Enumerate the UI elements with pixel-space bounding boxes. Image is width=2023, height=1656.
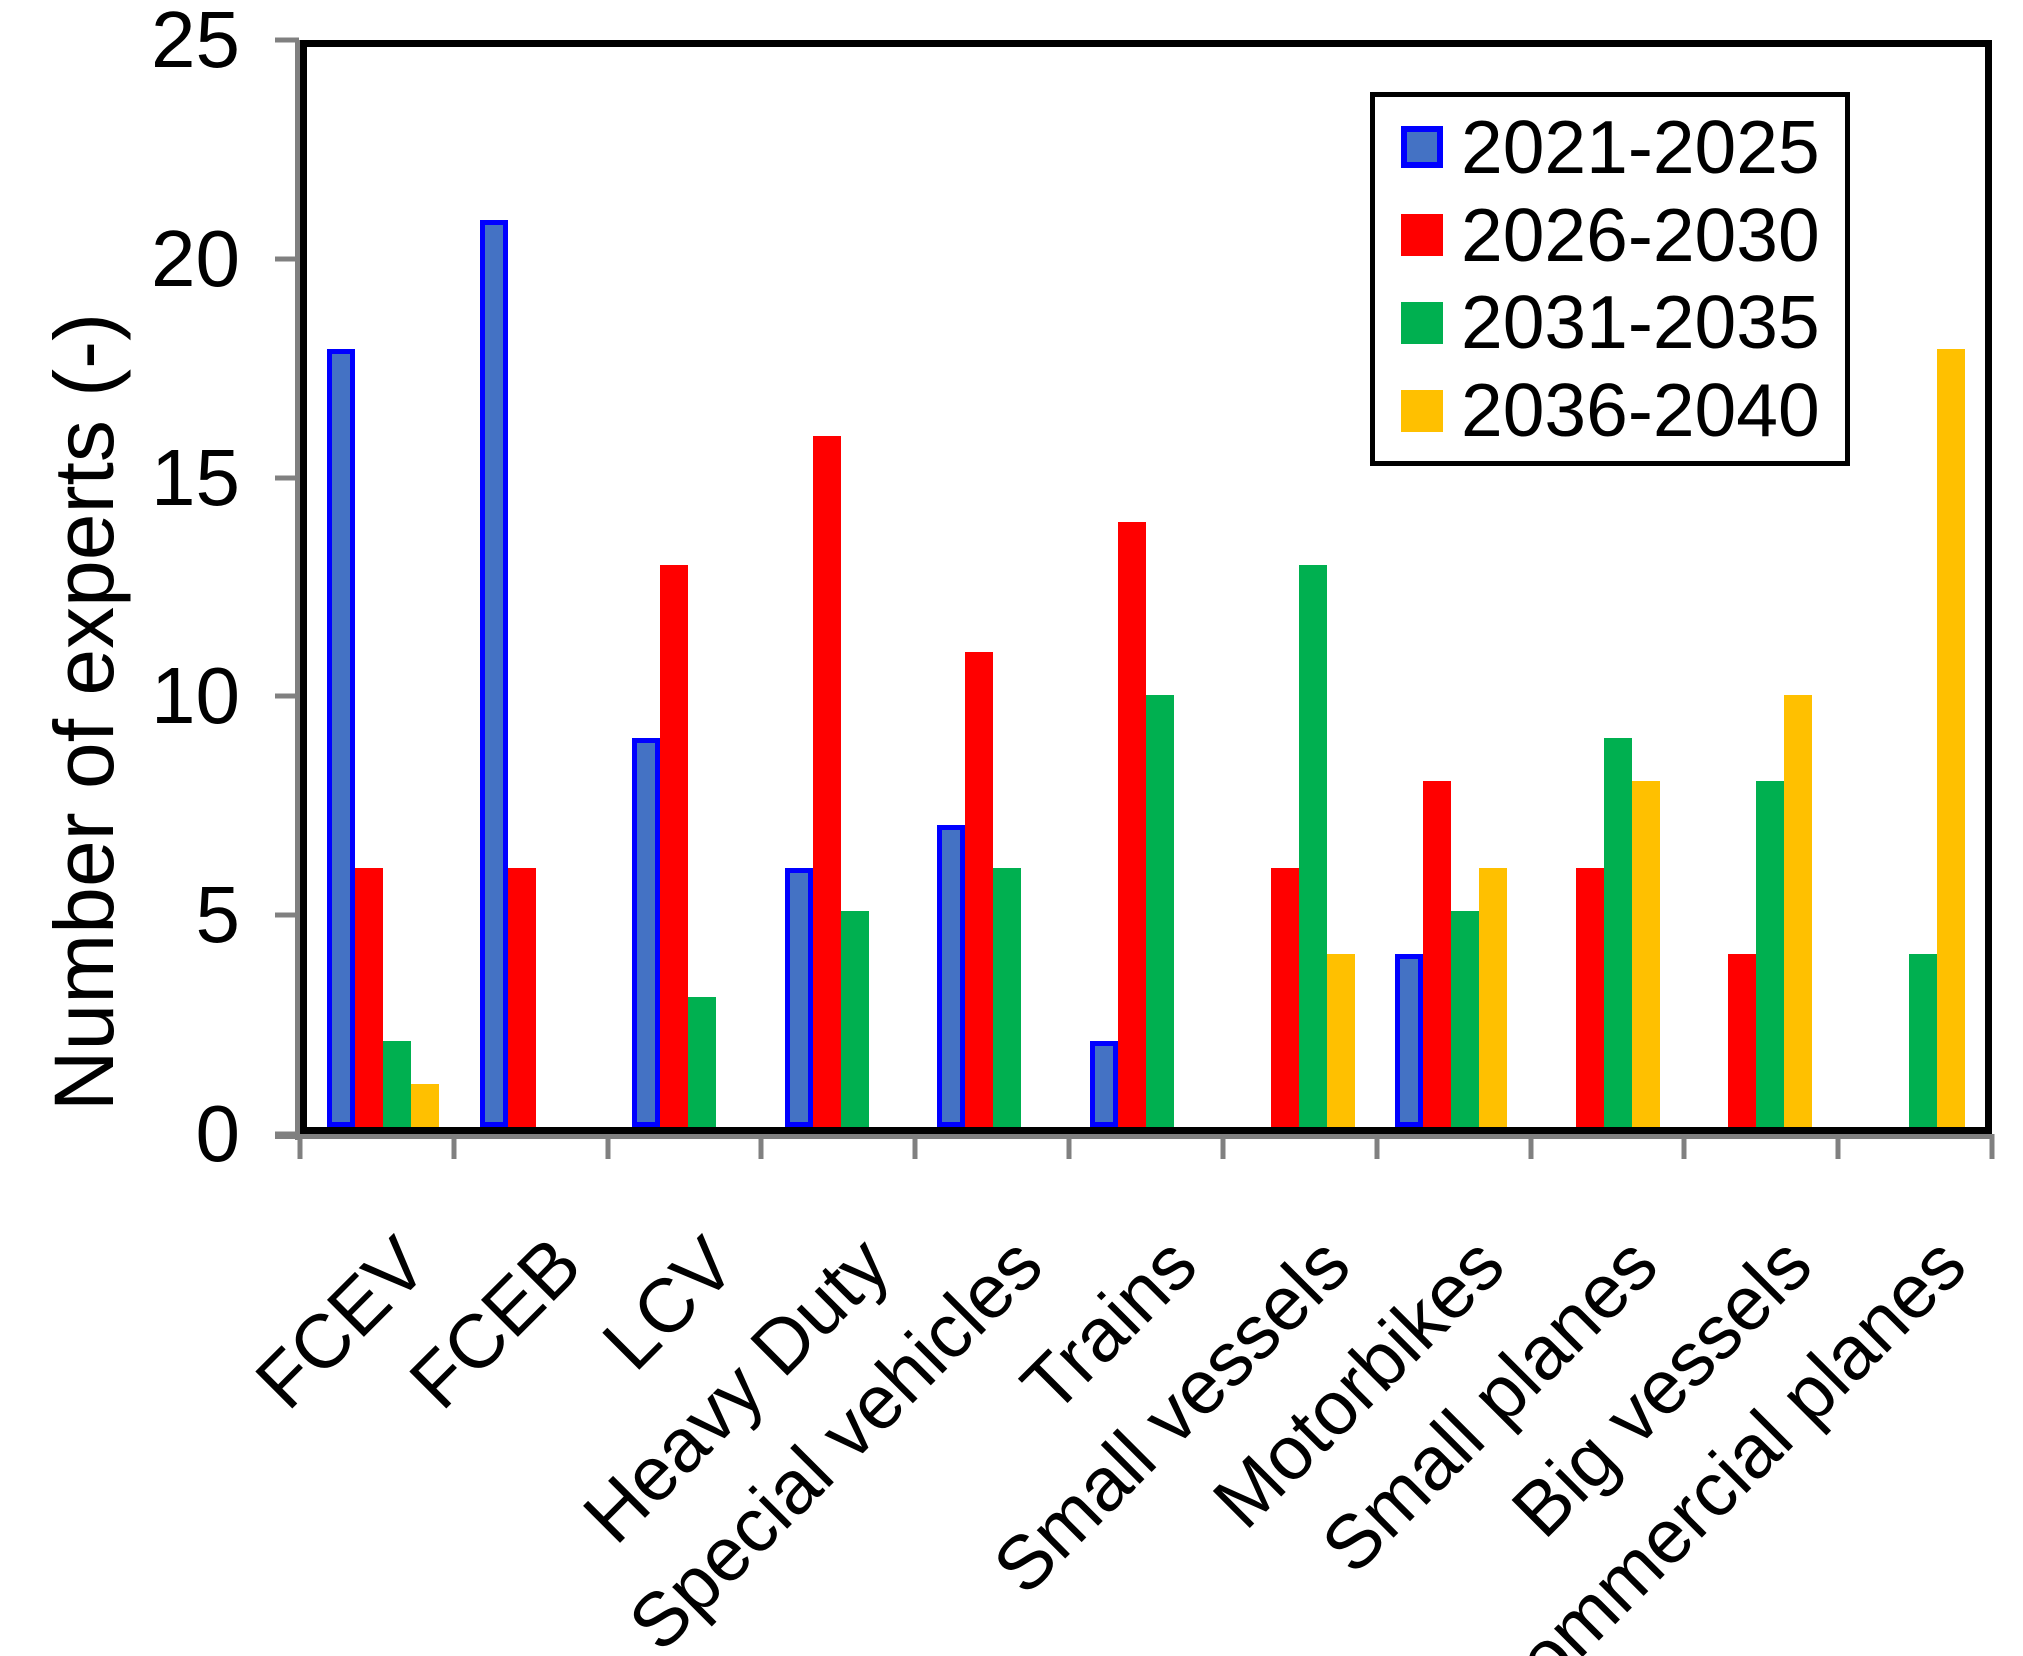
bar-group-lcv: [612, 47, 765, 1127]
y-tick-mark: [275, 256, 299, 262]
y-tick-mark: [275, 1131, 299, 1137]
x-tick-mark: [1528, 1134, 1534, 1159]
x-tick-mark: [1681, 1134, 1687, 1159]
x-axis-line: [275, 1134, 1992, 1139]
bar-2021-2025: [937, 824, 966, 1127]
bar-2026-2030: [355, 867, 384, 1127]
legend-label: 2021-2025: [1461, 104, 1820, 189]
x-tick-mark: [1374, 1134, 1380, 1159]
bar-group-fcev: [307, 47, 460, 1127]
bar-2031-2035: [1756, 781, 1785, 1127]
x-tick-mark: [451, 1134, 457, 1159]
legend-swatch: [1401, 126, 1443, 169]
bar-2021-2025: [784, 867, 813, 1127]
bar-2026-2030: [1728, 954, 1757, 1127]
bar-2026-2030: [965, 651, 994, 1127]
bar-2036-2040: [411, 1083, 440, 1127]
bar-2031-2035: [1298, 565, 1327, 1127]
legend-label: 2036-2040: [1461, 368, 1820, 453]
bar-2031-2035: [1145, 695, 1174, 1127]
y-tick-label: 15: [151, 432, 240, 522]
x-tick-mark: [1989, 1134, 1995, 1159]
legend-swatch: [1401, 389, 1443, 432]
bar-2026-2030: [1117, 522, 1146, 1127]
x-tick-mark: [297, 1134, 303, 1159]
x-axis-label: FCEB: [393, 1221, 598, 1425]
bar-2021-2025: [1395, 954, 1424, 1127]
bar-2031-2035: [1908, 954, 1937, 1127]
bar-group-small-planes: [1527, 47, 1680, 1127]
legend-item: 2031-2035: [1401, 285, 1845, 360]
bar-2031-2035: [840, 911, 869, 1127]
y-tick-label: 0: [195, 1089, 241, 1178]
bar-2031-2035: [688, 997, 717, 1127]
bar-2021-2025: [1089, 1040, 1118, 1127]
bar-group-motorbikes: [1375, 47, 1528, 1127]
bar-2031-2035: [993, 867, 1022, 1127]
bar-2036-2040: [1631, 781, 1660, 1127]
y-tick-label: 5: [195, 870, 241, 960]
bar-2026-2030: [660, 565, 689, 1127]
bar-group-fceb: [460, 47, 613, 1127]
legend-swatch: [1401, 301, 1443, 344]
bar-2026-2030: [1270, 867, 1299, 1127]
plot-area: [300, 40, 1992, 1134]
bar-2036-2040: [1936, 349, 1965, 1127]
y-axis-title: Number of experts (-): [37, 312, 131, 1112]
bar-2026-2030: [1575, 867, 1604, 1127]
bar-group-heavy-duty: [765, 47, 918, 1127]
bar-group-small-vessels: [1222, 47, 1375, 1127]
legend-label: 2031-2035: [1461, 280, 1820, 365]
y-tick-mark: [275, 693, 299, 699]
x-tick-mark: [605, 1134, 611, 1159]
y-tick-mark: [275, 37, 299, 43]
bar-2026-2030: [812, 435, 841, 1127]
bar-2026-2030: [1423, 781, 1452, 1127]
legend-item: 2026-2030: [1401, 192, 1845, 277]
bar-group-big-vessels: [1680, 47, 1833, 1127]
bar-2036-2040: [1784, 695, 1813, 1127]
y-tick-mark: [275, 912, 299, 918]
bar-group-commercial-planes: [1832, 47, 1985, 1127]
bar-2036-2040: [1326, 954, 1355, 1127]
bar-2021-2025: [327, 349, 356, 1127]
y-tick-label: 25: [151, 0, 240, 84]
bar-group-special-vehicles: [917, 47, 1070, 1127]
y-tick-label: 10: [151, 651, 240, 741]
x-axis-label: FCEV: [240, 1221, 444, 1425]
bar-group-trains: [1070, 47, 1223, 1127]
x-tick-mark: [1835, 1134, 1841, 1159]
x-tick-mark: [1220, 1134, 1226, 1159]
legend-item: 2021-2025: [1401, 104, 1845, 189]
bar-2031-2035: [1603, 738, 1632, 1127]
x-tick-mark: [1066, 1134, 1072, 1159]
legend: 2021-2025 2026-2030 2031-2035 2036-2040: [1370, 92, 1850, 466]
bar-2031-2035: [1451, 911, 1480, 1127]
y-tick-mark: [275, 475, 299, 481]
y-tick-label: 20: [151, 213, 240, 303]
x-tick-mark: [758, 1134, 764, 1159]
legend-label: 2026-2030: [1461, 192, 1820, 277]
bar-2026-2030: [507, 867, 536, 1127]
y-axis-line: [295, 40, 300, 1140]
legend-item: 2036-2040: [1401, 373, 1845, 448]
bar-2021-2025: [479, 219, 508, 1127]
bar-2021-2025: [632, 738, 661, 1127]
bar-2031-2035: [383, 1040, 412, 1127]
x-tick-mark: [912, 1134, 918, 1159]
legend-swatch: [1401, 214, 1443, 257]
bars-layer: [307, 47, 1985, 1127]
bar-2036-2040: [1479, 867, 1508, 1127]
